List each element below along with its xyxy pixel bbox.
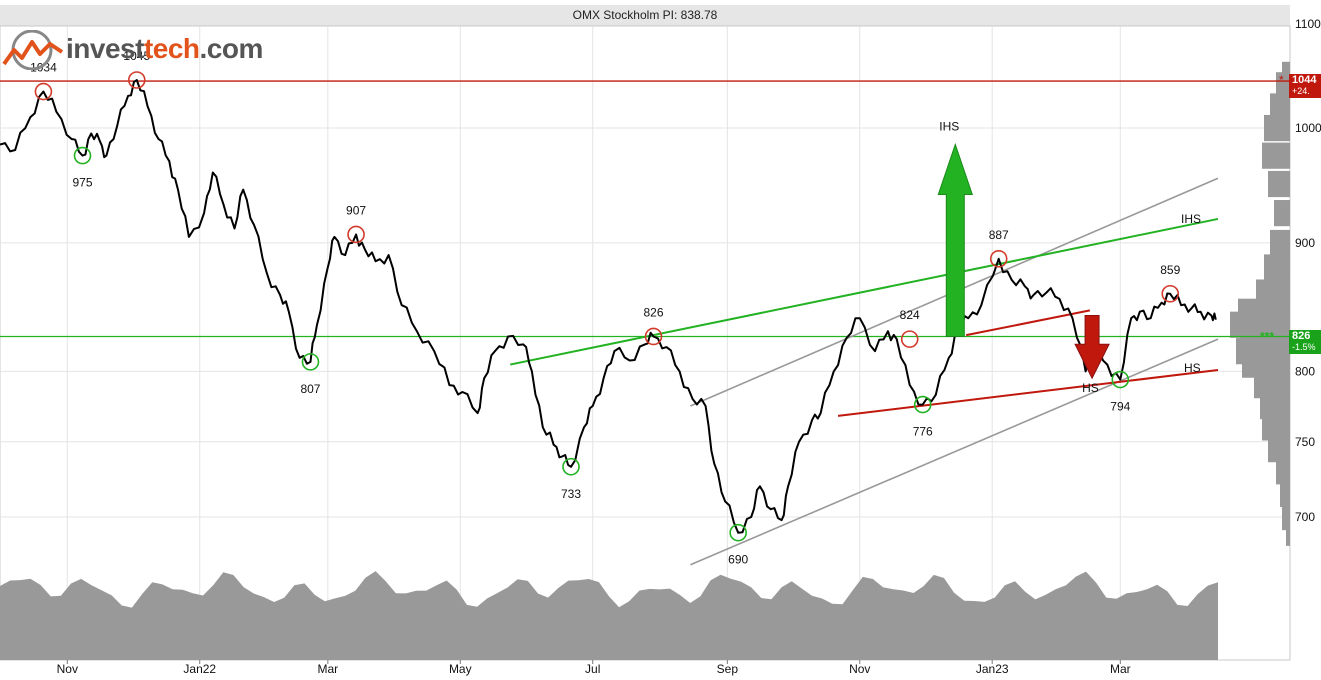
ihs-neckline — [510, 217, 1219, 366]
volume-profile-bar — [1262, 142, 1290, 169]
y-tick-label: 900 — [1295, 236, 1315, 250]
volume-profile-bar — [1270, 93, 1290, 120]
volume-profile-bar — [1282, 503, 1290, 531]
volume-profile-bar — [1280, 480, 1290, 508]
logo-text-tail: .com — [199, 33, 264, 64]
ihs-line-label: IHS — [1181, 212, 1201, 226]
logo-text-main: invest — [66, 33, 144, 64]
price-line — [0, 79, 1217, 534]
top-marker-label: 1034 — [30, 61, 57, 75]
volume-profile-bar — [1276, 458, 1290, 485]
top-marker-circle — [127, 71, 146, 89]
volume-profile-bar — [1274, 200, 1290, 227]
bottom-marker-circle — [562, 457, 580, 476]
investtech-logo: investtech.com — [0, 30, 270, 70]
ihs-arrow-label: IHS — [939, 119, 959, 133]
bottom-marker-circle — [729, 523, 747, 542]
top-marker-circle — [900, 330, 919, 348]
y-tick-label: 750 — [1295, 435, 1315, 449]
investtech-wave-icon — [2, 30, 64, 70]
volume-profile-bar — [1268, 170, 1290, 198]
top-marker-circle — [989, 249, 1008, 268]
x-tick-label: May — [449, 662, 472, 676]
y-tick-label: 1100 — [1295, 17, 1321, 31]
support-tag-value: 826 — [1292, 330, 1311, 342]
logo-text: investtech.com — [66, 33, 263, 65]
resistance-price-tag: 1044 +24. — [1289, 74, 1321, 98]
top-marker-circle — [34, 82, 53, 101]
support-tag-change: -1.5% — [1292, 342, 1316, 352]
logo-text-accent: tech — [143, 33, 200, 64]
volume-profile-bar — [1276, 72, 1290, 99]
hs-line-label: HS — [1184, 361, 1201, 375]
volume-profile-bar — [1264, 254, 1290, 281]
hs-down-arrow — [1074, 315, 1110, 380]
volume-profile-bar — [1268, 436, 1290, 463]
bottom-marker-label: 776 — [913, 425, 933, 439]
x-tick-label: Nov — [849, 662, 870, 676]
volume-area — [0, 571, 1218, 660]
bottom-marker-label: 794 — [1110, 400, 1130, 414]
plot-area — [0, 25, 1291, 661]
top-marker-circle — [644, 327, 663, 346]
bottom-marker-label: 733 — [561, 487, 581, 501]
bottom-marker-circle — [73, 146, 92, 165]
top-marker-circle — [1161, 284, 1180, 303]
x-tick-label: Jul — [585, 662, 600, 676]
hs-neckline — [837, 369, 1219, 417]
bottom-marker-label: 690 — [728, 553, 748, 567]
x-tick-label: Jan22 — [183, 662, 216, 676]
chart-title: OMX Stockholm PI: 838.78 — [572, 8, 718, 22]
support-price-tag: 826 -1.5% — [1289, 330, 1321, 354]
top-marker-circle — [347, 225, 365, 244]
top-marker-label: 1045 — [123, 49, 150, 63]
volume-profile-bar — [1286, 519, 1290, 546]
resistance-tag-value: 1044 — [1292, 74, 1317, 86]
bottom-marker-circle — [301, 353, 320, 371]
bottom-marker-label: 975 — [72, 176, 92, 190]
x-tick-label: Jan23 — [976, 662, 1009, 676]
volume-profile-bar — [1270, 229, 1290, 257]
hs-arrow-label: HS — [1082, 381, 1099, 395]
top-marker-label: 907 — [346, 203, 366, 217]
x-tick-label: Sep — [717, 662, 739, 676]
bottom-marker-label: 807 — [300, 382, 320, 396]
top-marker-label: 859 — [1160, 263, 1180, 277]
y-tick-label: 800 — [1295, 364, 1315, 378]
hs-shoulder-line — [965, 309, 1091, 337]
y-tick-label: 1000 — [1295, 121, 1321, 135]
bottom-marker-circle — [1111, 370, 1130, 389]
x-tick-label: Nov — [57, 662, 78, 676]
top-marker-label: 824 — [900, 308, 920, 322]
x-tick-label: Mar — [318, 662, 339, 676]
resistance-tag-change: +24. — [1292, 86, 1310, 96]
bottom-marker-circle — [913, 395, 932, 414]
volume-profile-bar — [1264, 114, 1290, 142]
x-tick-label: Mar — [1110, 662, 1131, 676]
top-marker-label: 887 — [989, 228, 1009, 242]
channel-lower-line — [690, 338, 1219, 566]
ihs-up-arrow — [937, 142, 973, 337]
resistance-marker: * — [1279, 73, 1284, 87]
support-marker: *** — [1260, 329, 1274, 343]
top-marker-label: 826 — [643, 305, 663, 319]
y-tick-label: 700 — [1295, 510, 1315, 524]
